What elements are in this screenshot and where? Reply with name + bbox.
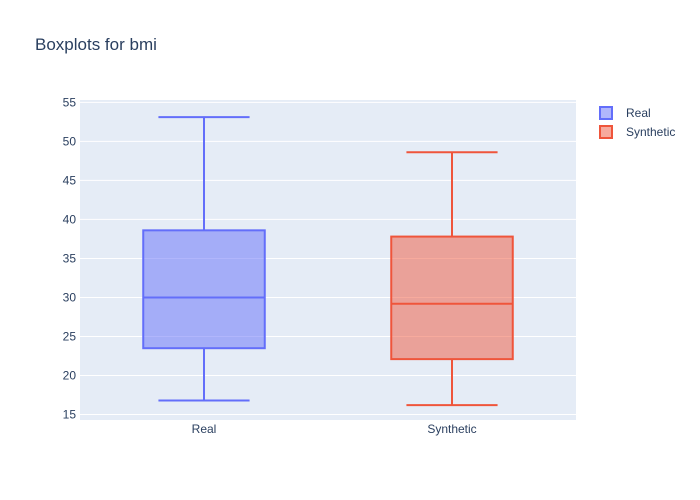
legend-swatch (599, 125, 613, 139)
box-group[interactable] (390, 151, 514, 407)
box-group[interactable] (142, 116, 266, 402)
y-tick-label: 35 (63, 251, 77, 265)
y-tick-label: 50 (63, 134, 77, 148)
legend-item[interactable]: Real (599, 106, 651, 120)
y-axis-tick-labels: 15 20 25 30 35 40 45 50 55 (63, 95, 77, 421)
y-tick-label: 30 (63, 290, 77, 304)
x-tick-label: Synthetic (427, 422, 476, 436)
x-axis-tick-labels: Real Synthetic (192, 422, 477, 436)
chart-title: Boxplots for bmi (35, 35, 157, 54)
interquartile-box (390, 235, 514, 361)
y-tick-label: 55 (63, 95, 77, 109)
y-tick-label: 45 (63, 173, 77, 187)
interquartile-box (142, 229, 266, 350)
legend-item[interactable]: Synthetic (599, 125, 675, 139)
legend-label: Synthetic (626, 125, 675, 139)
legend[interactable]: Real Synthetic (599, 106, 675, 139)
box-series (142, 116, 514, 407)
y-tick-label: 20 (63, 369, 77, 383)
y-tick-label: 15 (63, 408, 77, 422)
x-tick-label: Real (192, 422, 217, 436)
legend-swatch (599, 106, 613, 120)
y-tick-label: 40 (63, 212, 77, 226)
legend-label: Real (626, 106, 651, 120)
y-tick-label: 25 (63, 329, 77, 343)
